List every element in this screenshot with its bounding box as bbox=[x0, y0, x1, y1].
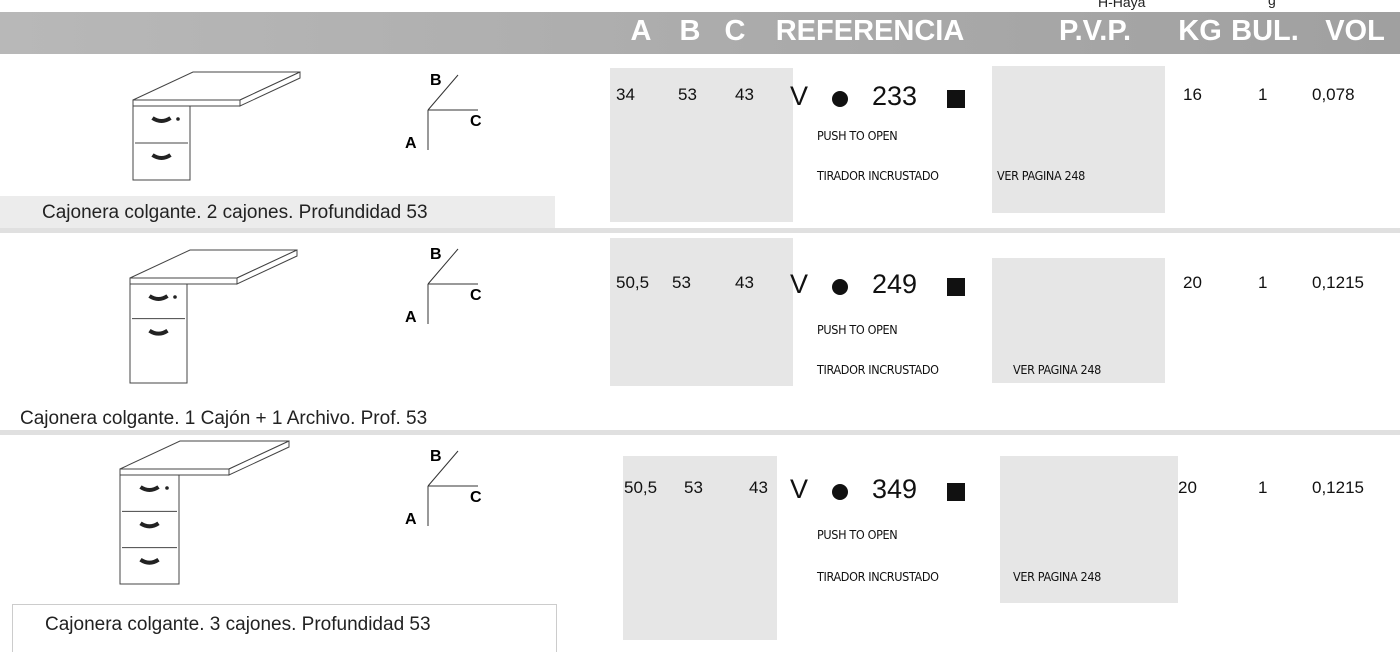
axis-label: B bbox=[430, 246, 442, 263]
corner-note: g bbox=[1268, 0, 1276, 8]
drawing-line bbox=[427, 450, 459, 487]
dimension-b: 53 bbox=[678, 85, 697, 104]
description-band bbox=[0, 196, 555, 228]
drawing-line bbox=[151, 153, 172, 160]
vol: 0,078 bbox=[1312, 85, 1355, 104]
option-push: PUSH TO OPEN bbox=[817, 322, 898, 337]
drawing-line bbox=[119, 468, 230, 476]
axis-label: A bbox=[405, 135, 417, 152]
price-box bbox=[992, 66, 1165, 213]
drawing-line bbox=[176, 117, 180, 121]
drawing-line bbox=[148, 328, 169, 336]
drawing-line bbox=[132, 99, 241, 107]
dimension-c: 43 bbox=[735, 85, 754, 104]
axis-label: B bbox=[430, 72, 442, 89]
ref-prefix: V bbox=[790, 269, 809, 299]
option-push: PUSH TO OPEN bbox=[817, 128, 898, 143]
drawing-line bbox=[139, 521, 160, 529]
axis-label: A bbox=[405, 511, 417, 528]
reference: 249 bbox=[872, 269, 918, 299]
vol: 0,1215 bbox=[1312, 273, 1364, 292]
description: Cajonera colgante. 1 Cajón + 1 Archivo. … bbox=[20, 408, 428, 429]
ref-dot bbox=[832, 484, 848, 500]
option-handle: TIRADOR INCRUSTADO bbox=[817, 362, 939, 377]
drawing-line bbox=[427, 74, 459, 111]
column-header: A bbox=[630, 15, 652, 47]
ref-square bbox=[947, 90, 965, 108]
drawing-line bbox=[119, 474, 180, 585]
drawing-line bbox=[139, 557, 160, 565]
axis-label: C bbox=[470, 113, 482, 130]
column-header: KG bbox=[1178, 15, 1222, 47]
column-header: B bbox=[679, 15, 701, 47]
drawing-line bbox=[139, 485, 160, 492]
vol: 0,1215 bbox=[1312, 478, 1364, 497]
page-ref: VER PAGINA 248 bbox=[997, 168, 1085, 183]
drawing-line bbox=[129, 277, 238, 285]
kg: 16 bbox=[1183, 85, 1202, 104]
column-header: P.V.P. bbox=[1058, 15, 1132, 47]
drawing-line bbox=[148, 294, 169, 301]
ref-square bbox=[947, 278, 965, 296]
page-ref: VER PAGINA 248 bbox=[1013, 362, 1101, 377]
description: Cajonera colgante. 3 cajones. Profundida… bbox=[45, 614, 431, 635]
description-band bbox=[0, 402, 555, 430]
drawing-line bbox=[427, 248, 459, 285]
drawing-line bbox=[173, 295, 177, 299]
option-handle: TIRADOR INCRUSTADO bbox=[817, 168, 939, 183]
drawing-line bbox=[165, 486, 169, 490]
reference: 233 bbox=[872, 81, 918, 111]
description-band bbox=[12, 604, 557, 652]
dimension-b: 53 bbox=[672, 273, 691, 292]
row-separator bbox=[0, 430, 1400, 435]
axis-label: C bbox=[470, 287, 482, 304]
ref-square bbox=[947, 483, 965, 501]
page-ref: VER PAGINA 248 bbox=[1013, 569, 1101, 584]
column-header: VOL bbox=[1325, 15, 1385, 47]
dimension-a: 50,5 bbox=[616, 273, 650, 292]
column-header: C bbox=[724, 15, 746, 47]
dimension-c: 43 bbox=[749, 478, 768, 497]
header-bar bbox=[0, 12, 1400, 54]
dimension-c: 43 bbox=[735, 273, 754, 292]
ref-dot bbox=[832, 91, 848, 107]
dimension-b: 53 bbox=[684, 478, 703, 497]
bul: 1 bbox=[1258, 85, 1268, 104]
ref-prefix: V bbox=[790, 81, 809, 111]
dims-box bbox=[610, 238, 793, 386]
price-box bbox=[992, 258, 1165, 383]
dims-box bbox=[610, 68, 793, 222]
option-push: PUSH TO OPEN bbox=[817, 527, 898, 542]
price-box bbox=[1000, 456, 1178, 603]
ref-dot bbox=[832, 279, 848, 295]
column-header: REFERENCIA bbox=[775, 15, 965, 47]
axis-label: A bbox=[405, 309, 417, 326]
description: Cajonera colgante. 2 cajones. Profundida… bbox=[42, 202, 428, 223]
column-header: BUL. bbox=[1231, 15, 1299, 47]
axis-label: B bbox=[430, 448, 442, 465]
kg: 20 bbox=[1178, 478, 1197, 497]
bul: 1 bbox=[1258, 273, 1268, 292]
ref-prefix: V bbox=[790, 474, 809, 504]
row-separator bbox=[0, 228, 1400, 233]
dimension-a: 50,5 bbox=[624, 478, 658, 497]
kg: 20 bbox=[1183, 273, 1202, 292]
axis-label: C bbox=[470, 489, 482, 506]
option-handle: TIRADOR INCRUSTADO bbox=[817, 569, 939, 584]
dimension-a: 34 bbox=[616, 85, 635, 104]
reference: 349 bbox=[872, 474, 918, 504]
dims-box bbox=[623, 456, 777, 640]
finish-note: H-Haya bbox=[1098, 0, 1146, 10]
bul: 1 bbox=[1258, 478, 1268, 497]
drawing-line bbox=[151, 116, 172, 123]
